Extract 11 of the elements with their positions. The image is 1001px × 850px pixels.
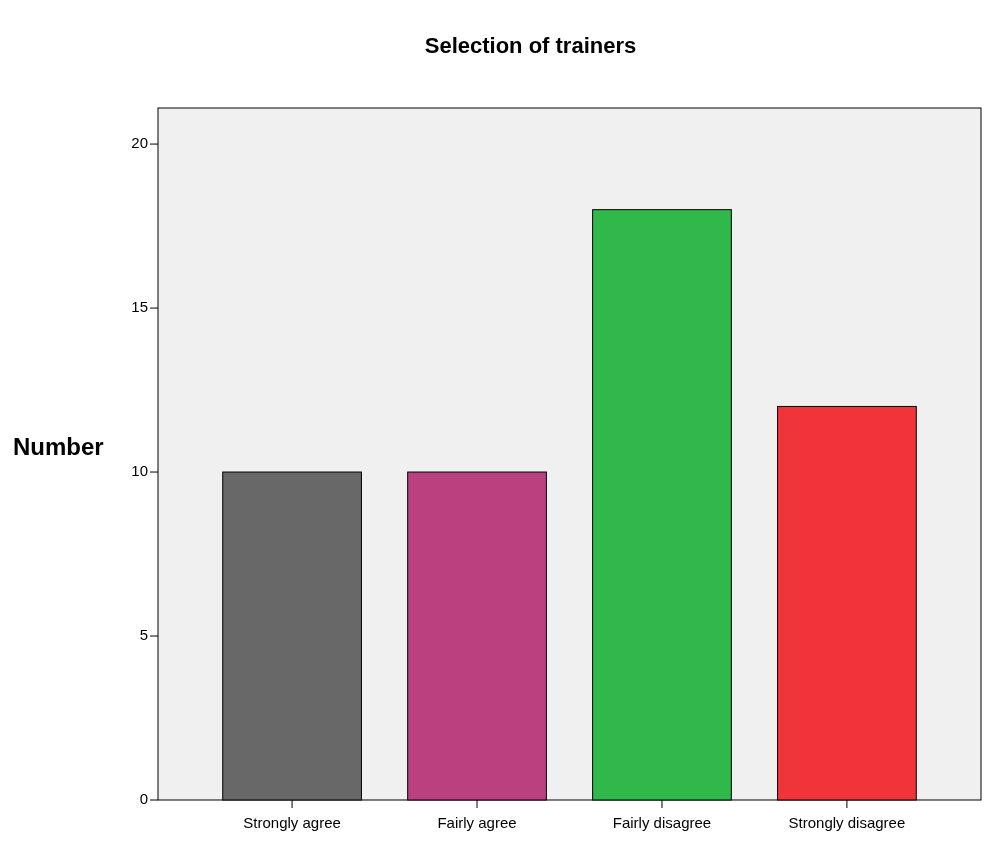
x-tick-label: Strongly disagree [788,814,906,831]
x-tick-label: Fairly agree [437,814,517,831]
y-tick-label: 5 [139,625,148,643]
y-axis-title: Number [13,433,104,461]
x-tick-label: Strongly agree [243,814,341,831]
y-tick-label: 0 [139,789,148,807]
chart-title: Selection of trainers [424,33,637,58]
x-tick-label: Fairly disagree [612,814,712,831]
y-tick-label: 20 [131,134,148,152]
y-tick-label: 10 [131,462,148,480]
y-tick-label: 15 [131,298,148,316]
